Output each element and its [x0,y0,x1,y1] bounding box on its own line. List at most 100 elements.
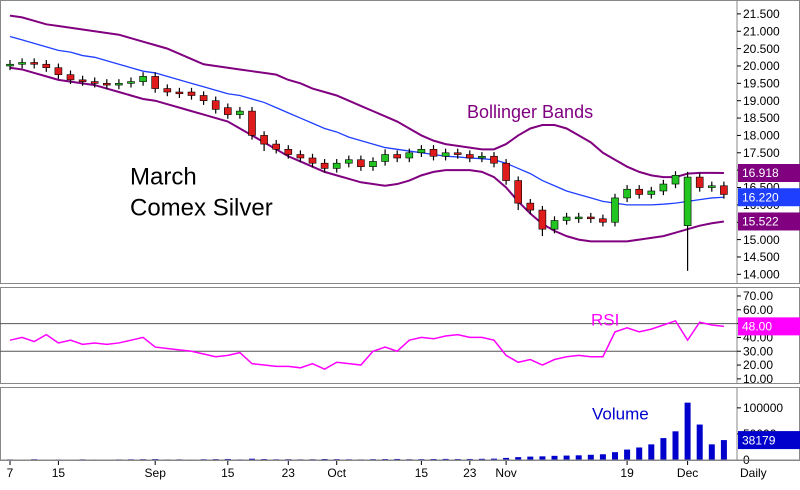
annotation: Bollinger Bands [467,102,593,122]
value-box-label: 16.918 [742,166,779,180]
candle-body [478,155,486,159]
candle-body [514,180,523,204]
candle-body [369,161,377,167]
bar [648,444,655,460]
bar [249,458,255,460]
annotation: Volume [592,404,649,423]
bar [612,452,618,460]
candle-body [344,159,353,164]
value-box [738,212,800,231]
value-box-label: 15.522 [742,215,779,229]
y-tick-label: 17.500 [743,146,780,160]
bar [672,431,679,460]
candle-body [635,188,644,195]
value-box-label: 48.00 [742,320,772,334]
candle-body [320,162,329,169]
y-tick-label: 14.500 [743,250,780,264]
bar [624,449,631,460]
candle-body [308,157,317,164]
value-box [738,317,800,336]
period-label: Daily [740,466,767,480]
bar [394,458,401,460]
candle-body [332,162,341,169]
y-tick-label: 100000 [743,401,783,415]
y-tick-label: 19.000 [743,94,780,108]
bar [684,402,691,460]
candle-body [465,154,474,159]
y-tick-label: 18.500 [743,111,780,125]
bar [491,458,497,460]
value-box [738,188,800,207]
candle-body [66,74,75,81]
rsi-line [9,319,724,371]
bar [442,458,449,460]
candle-body [127,81,135,84]
candle-body [683,176,692,227]
candle-body [659,183,668,192]
bar [660,438,667,460]
candle-body [441,152,450,157]
x-tick-label: 19 [620,466,634,480]
chart-title: March [130,163,197,190]
candle-body [707,185,716,188]
candle-body [562,216,571,221]
candle-body [526,202,535,211]
y-tick-label: 10.00 [743,372,773,386]
x-tick-label: 15 [52,466,66,480]
candle-body [42,63,51,69]
x-tick-label: Sep [145,466,167,480]
candle-body [405,152,414,159]
bar [720,440,727,460]
candle-body [6,63,14,67]
bar [478,458,485,460]
candle-body [550,220,559,230]
y-tick-label: 30.00 [743,344,773,358]
x-tick-label: 7 [7,466,14,480]
y-tick-label: 20.00 [743,358,773,372]
value-box [738,163,800,182]
x-tick-label: 15 [415,466,429,480]
bar [224,458,231,460]
candle-body [115,83,123,86]
candle-body [163,88,172,93]
y-tick-label: 70.00 [743,289,773,303]
candle-body [90,81,99,84]
x-tick-label: 15 [221,466,235,480]
candle-body [695,176,704,188]
candle-body [599,218,607,223]
candle-body [54,67,63,75]
candle-body [284,149,293,155]
candle-body [296,154,305,159]
bar [503,457,510,460]
candle-body [453,152,462,155]
value-box [738,431,800,450]
chart-title: Comex Silver [130,194,273,221]
candle-body [18,62,26,65]
candle-body [260,135,268,145]
y-tick-label: 18.000 [743,129,780,143]
bar [599,454,606,460]
y-tick-label: 21.000 [743,24,780,38]
candle-body [381,154,389,162]
candle-body [586,216,595,220]
candle-body [30,62,39,65]
bar [515,457,522,460]
candle-body [490,155,498,164]
candle-body [574,216,583,220]
bar [636,447,643,460]
candle-body [720,185,728,195]
y-tick-label: 19.500 [743,77,780,91]
y-tick-label: 60.00 [743,303,773,317]
candle-body [272,143,281,150]
y-tick-label: 20.500 [743,42,780,56]
bar [696,424,703,460]
bar [587,454,594,460]
y-tick-label: 20.000 [743,59,780,73]
candle-body [417,149,426,154]
candle-body [538,209,547,230]
x-tick-label: 23 [463,466,477,480]
bar [551,455,558,460]
candle-body [78,79,87,82]
